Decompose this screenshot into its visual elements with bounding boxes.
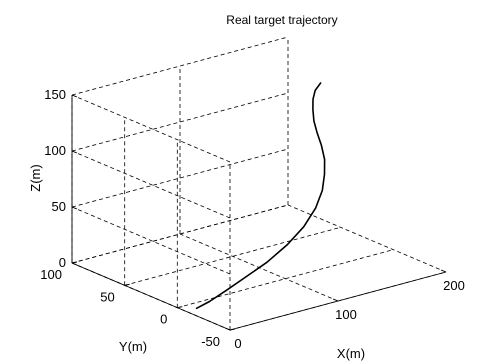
z-tick-label: 50 (52, 199, 66, 214)
grid-line-side-z (71, 206, 231, 275)
x-tick-mark (440, 269, 447, 273)
y-tick-mark (71, 261, 78, 264)
z-tick-label: 100 (44, 143, 66, 158)
x-axis-label: X(m) (337, 346, 365, 361)
chart-title: Real target trajectory (226, 13, 337, 27)
trajectory-line (195, 82, 326, 310)
grid-line-floor-x (287, 204, 447, 273)
y-axis-label: Y(m) (119, 339, 147, 354)
grid-line-back-z (71, 36, 289, 96)
x-tick-label: 100 (335, 307, 357, 322)
x-tick-label: 200 (443, 278, 465, 293)
grid-line-back-z (71, 92, 289, 152)
y-tick-mark (177, 306, 183, 309)
z-tick-mark (71, 94, 78, 98)
y-tick-label: 0 (160, 312, 167, 327)
z-axis-label: Z(m) (28, 164, 43, 191)
y-tick-label: -50 (201, 334, 220, 349)
grid-line-floor-y (124, 226, 341, 286)
z-tick-mark (71, 150, 78, 154)
z-tick-label: 0 (59, 255, 66, 270)
grid-line-side-z (71, 94, 231, 163)
grid-lines (71, 36, 447, 331)
z-tick-label: 150 (44, 87, 66, 102)
axes (71, 94, 447, 331)
grid-line-back-z (71, 148, 289, 208)
z-tick-mark (71, 206, 78, 210)
x-tick-mark (224, 327, 231, 331)
grid-line-side-z (71, 150, 231, 219)
y-tick-label: 50 (100, 289, 114, 304)
x-tick-label: 0 (234, 336, 241, 351)
y-axis-line (71, 262, 231, 331)
y-tick-mark (229, 328, 236, 331)
x-tick-mark (332, 298, 339, 302)
grid-line-floor-y (71, 204, 289, 264)
trajectory-series (195, 82, 326, 310)
y-tick-mark (124, 283, 130, 286)
z-tick-mark (71, 262, 78, 266)
y-tick-label: 100 (40, 267, 62, 282)
